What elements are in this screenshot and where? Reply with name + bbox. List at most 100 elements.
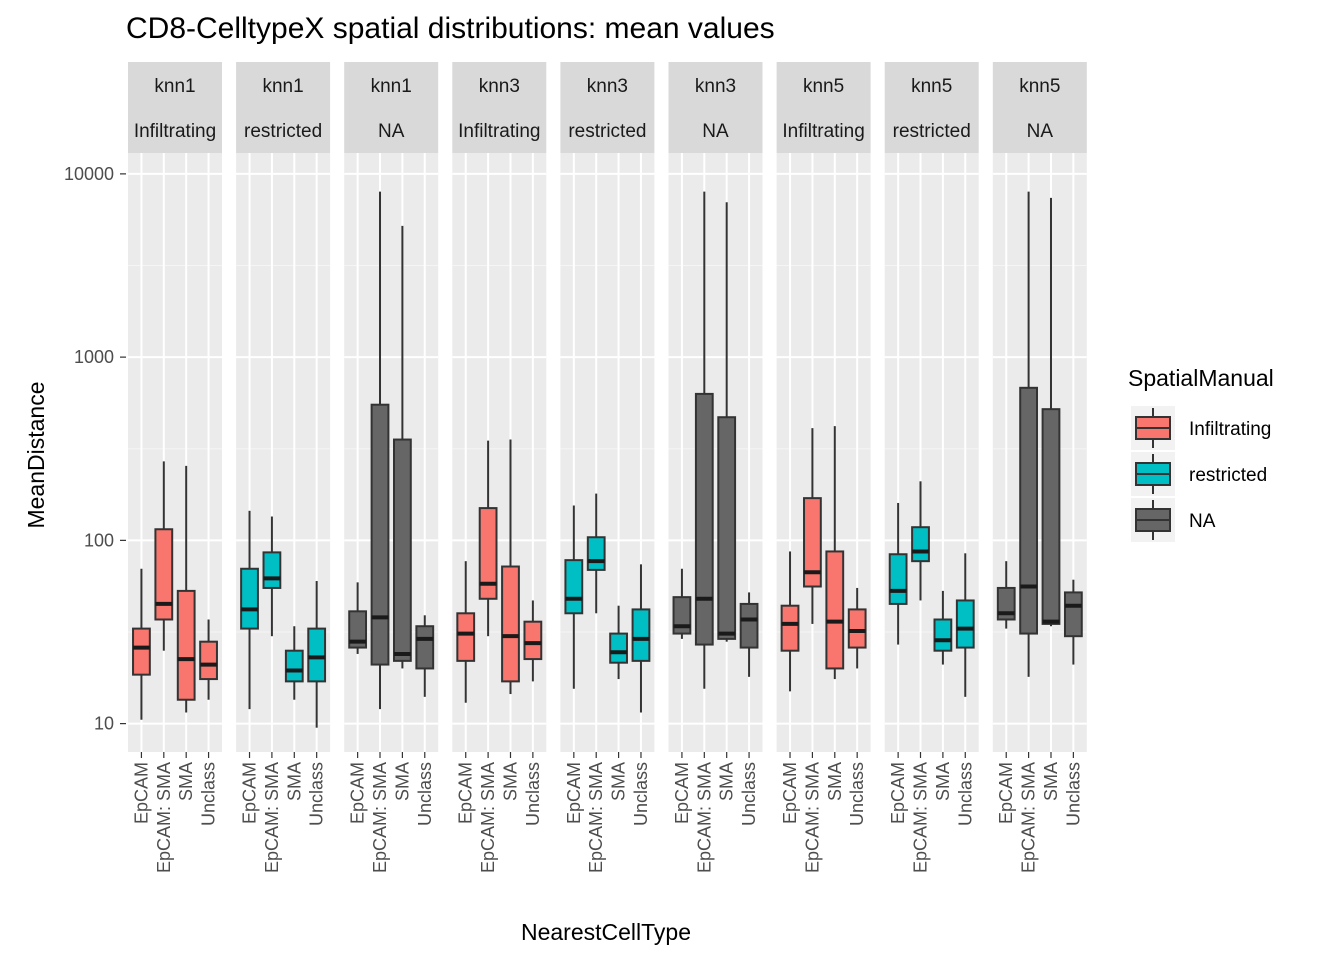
strip-label-spatial: Infiltrating xyxy=(134,121,216,142)
x-axis-title: NearestCellType xyxy=(521,919,691,945)
box-epcam-sma xyxy=(1019,191,1039,677)
box-iqr xyxy=(803,497,822,588)
box-sma xyxy=(501,439,520,695)
box-iqr xyxy=(1063,591,1083,638)
x-tick-label: Unclass xyxy=(847,762,867,826)
facet-panel: knn5 Infiltrating EpCAM EpCAM: SMA SMA Unclas… xyxy=(776,62,871,873)
box-iqr xyxy=(586,536,606,571)
box-iqr xyxy=(523,620,543,661)
x-tick-label: EpCAM xyxy=(240,762,260,824)
facet-panel: knn3 NA EpCAM EpCAM: SMA SMA Unclass xyxy=(668,62,763,873)
legend-label: NA xyxy=(1189,511,1216,532)
x-tick-label: Unclass xyxy=(415,762,435,826)
x-tick-label: SMA xyxy=(717,762,737,801)
box-sma xyxy=(825,426,845,680)
y-tick-label: 10 xyxy=(94,714,114,734)
x-tick-label: EpCAM: SMA xyxy=(370,762,390,873)
box-epcam-sma xyxy=(262,516,282,637)
box-iqr xyxy=(456,612,476,662)
x-tick-label: Unclass xyxy=(199,762,219,826)
box-iqr xyxy=(348,610,368,649)
box-iqr xyxy=(392,438,412,662)
box-epcam xyxy=(888,502,908,645)
box-iqr xyxy=(609,632,628,664)
x-tick-label: EpCAM: SMA xyxy=(478,762,498,873)
box-epcam-sma xyxy=(370,191,390,710)
x-tick-label: EpCAM xyxy=(456,762,476,824)
x-tick-label: SMA xyxy=(392,762,412,801)
strip-label-spatial: NA xyxy=(378,121,405,142)
box-iqr xyxy=(176,589,196,701)
x-tick-label: SMA xyxy=(825,762,845,801)
strip-label-spatial: restricted xyxy=(893,121,971,142)
x-tick-label: SMA xyxy=(933,762,953,801)
box-iqr xyxy=(370,403,390,666)
facet-strip xyxy=(668,62,763,153)
strip-label-spatial: NA xyxy=(1027,121,1054,142)
facet-strip xyxy=(128,62,222,153)
box-iqr xyxy=(240,567,259,630)
box-epcam-sma xyxy=(694,191,714,689)
box-sma xyxy=(1041,197,1061,627)
y-tick-label: 10000 xyxy=(64,164,114,184)
legend: SpatialManual Infiltrating restricted NA xyxy=(1128,365,1274,542)
x-tick-label: SMA xyxy=(176,762,196,801)
box-iqr xyxy=(888,553,908,605)
strip-label-knn: knn3 xyxy=(695,76,736,97)
box-iqr xyxy=(780,604,800,652)
box-epcam-sma xyxy=(911,481,930,601)
box-iqr xyxy=(847,608,867,649)
panel-background xyxy=(884,153,979,752)
legend-key-restricted xyxy=(1131,452,1175,496)
x-tick-label: EpCAM: SMA xyxy=(802,762,822,873)
x-tick-label: EpCAM xyxy=(348,762,368,824)
facet-panel: knn5 restricted EpCAM EpCAM: SMA SMA Unclass xyxy=(884,62,979,873)
box-epcam xyxy=(240,510,259,710)
legend-label: restricted xyxy=(1189,465,1267,486)
box-iqr xyxy=(415,625,435,670)
strip-label-spatial: Infiltrating xyxy=(458,121,540,142)
x-tick-label: SMA xyxy=(500,762,520,801)
x-tick-label: Unclass xyxy=(739,762,759,826)
box-epcam-sma xyxy=(586,493,606,614)
strip-label-spatial: restricted xyxy=(244,121,322,142)
x-tick-label: EpCAM xyxy=(131,762,151,824)
x-tick-label: SMA xyxy=(1041,762,1061,801)
box-unclass xyxy=(415,615,435,697)
x-tick-label: SMA xyxy=(284,762,304,801)
x-tick-label: EpCAM: SMA xyxy=(154,762,174,873)
box-iqr xyxy=(262,551,282,589)
legend-title: SpatialManual xyxy=(1128,365,1274,391)
box-sma xyxy=(717,202,737,642)
strip-label-knn: knn3 xyxy=(587,76,628,97)
box-sma xyxy=(392,225,412,669)
box-iqr xyxy=(694,392,714,646)
box-epcam xyxy=(780,551,800,692)
strip-label-knn: knn1 xyxy=(154,76,195,97)
box-sma xyxy=(284,626,304,700)
box-epcam xyxy=(564,505,584,689)
box-epcam-sma xyxy=(803,428,822,624)
x-tick-label: Unclass xyxy=(955,762,975,826)
strip-label-knn: knn1 xyxy=(371,76,412,97)
x-tick-label: EpCAM: SMA xyxy=(586,762,606,873)
strip-label-knn: knn5 xyxy=(803,76,844,97)
x-tick-label: EpCAM: SMA xyxy=(911,762,931,873)
box-epcam-sma xyxy=(154,461,174,651)
chart-title: CD8-CelltypeX spatial distributions: mea… xyxy=(126,12,775,45)
strip-label-spatial: restricted xyxy=(568,121,646,142)
x-tick-label: EpCAM: SMA xyxy=(1019,762,1039,873)
box-unclass xyxy=(631,564,651,713)
box-iqr xyxy=(199,640,218,681)
box-epcam xyxy=(348,582,368,654)
strip-label-knn: knn5 xyxy=(1019,76,1060,97)
box-unclass xyxy=(739,592,759,677)
facet-strip xyxy=(776,62,871,153)
x-tick-label: SMA xyxy=(609,762,629,801)
panel-background xyxy=(776,153,871,752)
legend-key-na xyxy=(1131,498,1175,542)
strip-label-spatial: Infiltrating xyxy=(782,121,864,142)
box-sma xyxy=(933,590,953,665)
